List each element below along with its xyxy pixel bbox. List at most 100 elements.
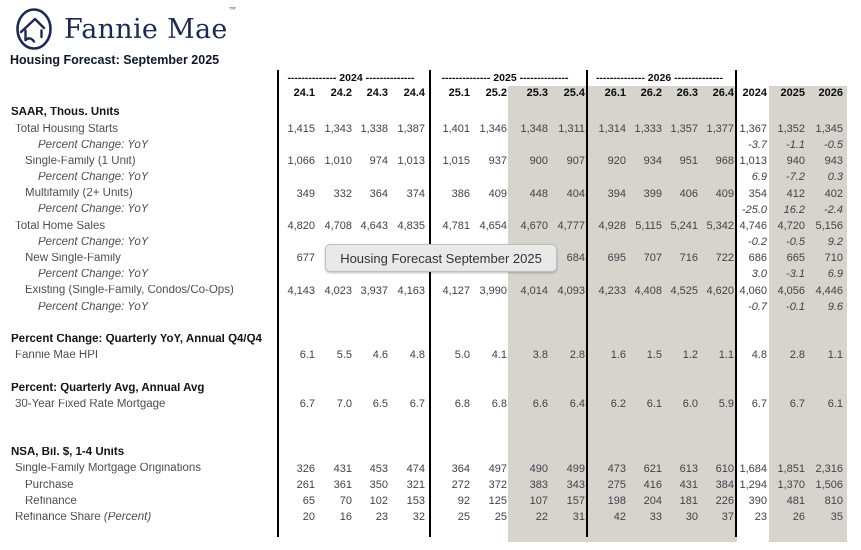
cell: 321 — [406, 478, 425, 491]
row-label: Total Housing Starts — [15, 123, 118, 135]
cell: 332 — [333, 187, 352, 200]
cell: 1,346 — [479, 122, 507, 135]
column-header: 2026 — [818, 87, 843, 99]
cell: 4.1 — [491, 349, 507, 362]
cell: 1,348 — [520, 122, 548, 135]
forecast-shading-quarterly — [508, 86, 737, 542]
cell: 22 — [535, 511, 548, 524]
cell: 6.0 — [682, 397, 698, 410]
group-separator-line — [277, 70, 279, 537]
cell: 383 — [529, 478, 548, 491]
cell: 65 — [302, 495, 315, 508]
group-separator-line — [586, 70, 588, 537]
table-row: Total Housing Starts 1,415 1,343 1,338 1,387… — [0, 121, 861, 137]
table-row: Multifamily (2+ Units) 349 332 364 374 386 409… — [0, 186, 861, 202]
cell: 412 — [786, 187, 805, 200]
fannie-mae-logo-icon — [16, 8, 52, 50]
cell: 499 — [566, 462, 585, 475]
cell: 3,937 — [360, 284, 388, 297]
cell: 386 — [451, 187, 470, 200]
cell: 20 — [302, 511, 315, 524]
cell: 107 — [529, 495, 548, 508]
cell: 1,367 — [739, 122, 767, 135]
row-label: Refinance — [25, 495, 77, 507]
cell: 372 — [488, 478, 507, 491]
cell: 1,401 — [442, 122, 470, 135]
column-header: 24.2 — [330, 87, 352, 99]
cell: 490 — [529, 462, 548, 475]
column-header: 26.4 — [712, 87, 734, 99]
cell: 5,342 — [706, 219, 734, 232]
tooltip: Housing Forecast September 2025 — [325, 244, 557, 272]
cell: 343 — [566, 478, 585, 491]
cell: 900 — [529, 155, 548, 168]
cell: 33 — [649, 511, 662, 524]
cell: 695 — [607, 252, 626, 265]
cell: 4.8 — [751, 349, 767, 362]
cell: 4,056 — [777, 284, 805, 297]
cell: 390 — [748, 495, 767, 508]
cell: 272 — [451, 478, 470, 491]
cell: 30 — [685, 511, 698, 524]
cell: 6.5 — [372, 397, 388, 410]
cell: 25 — [494, 511, 507, 524]
cell: 399 — [643, 187, 662, 200]
row-label: Percent Change: Quarterly YoY, Annual Q4… — [11, 333, 262, 345]
group-separator-line — [735, 70, 737, 537]
cell: 907 — [566, 155, 585, 168]
row-label: New Single-Family — [25, 253, 121, 265]
cell: 42 — [613, 511, 626, 524]
cell: -0.5 — [786, 236, 805, 249]
cell: 431 — [679, 478, 698, 491]
cell: 3.0 — [751, 268, 767, 281]
cell: 374 — [406, 187, 425, 200]
cell: 686 — [748, 252, 767, 265]
forecast-shading-annual — [769, 86, 847, 542]
cell: 621 — [643, 462, 662, 475]
cell: 1,684 — [739, 462, 767, 475]
table-row: Refinance Share (Percent) 20 16 23 32 25 25 22 3… — [0, 510, 861, 526]
cell: 1,377 — [706, 122, 734, 135]
cell: 1,415 — [287, 122, 315, 135]
cell: 474 — [406, 462, 425, 475]
cell: -7.2 — [786, 171, 805, 184]
cell: 968 — [715, 155, 734, 168]
row-label: 30-Year Fixed Rate Mortgage — [15, 398, 166, 410]
cell: 4.6 — [372, 349, 388, 362]
cell: 1,311 — [558, 122, 585, 135]
cell: 204 — [643, 495, 662, 508]
cell: 4,163 — [397, 284, 425, 297]
cell: 1,345 — [815, 122, 843, 135]
cell: 394 — [607, 187, 626, 200]
row-label: Percent Change: YoY — [38, 269, 149, 281]
cell: 5,115 — [635, 219, 662, 232]
cell: 4,446 — [815, 284, 843, 297]
cell: 4,777 — [557, 219, 585, 232]
table-row: Percent Change: Quarterly YoY, Annual Q4… — [0, 332, 861, 348]
table-row: Percent Change: YoY -3.7 -1.1 -0.5 — [0, 137, 861, 153]
cell: 4,023 — [324, 284, 352, 297]
year-group-header: -------------- 2024 -------------- — [287, 71, 415, 84]
cell: 25 — [457, 511, 470, 524]
row-label: Refinance Share (Percent) — [15, 512, 152, 524]
cell: 6.1 — [299, 349, 315, 362]
cell: 6.7 — [299, 397, 315, 410]
cell: 409 — [715, 187, 734, 200]
cell: 810 — [824, 495, 843, 508]
cell: 5,156 — [815, 219, 843, 232]
cell: 4,643 — [360, 219, 388, 232]
row-label: Percent Change: YoY — [38, 204, 149, 216]
brand-wordmark: Fannie Mae™ — [64, 5, 238, 45]
cell: 710 — [824, 252, 843, 265]
cell: 32 — [412, 511, 425, 524]
cell: 354 — [748, 187, 767, 200]
cell: 404 — [566, 187, 585, 200]
cell: 1.1 — [827, 349, 843, 362]
row-label: Percent: Quarterly Avg, Annual Avg — [11, 382, 205, 394]
cell: 6.7 — [409, 397, 425, 410]
cell: 934 — [643, 155, 662, 168]
cell: 951 — [679, 155, 698, 168]
table-row: Percent: Quarterly Avg, Annual Avg — [0, 380, 861, 396]
cell: 0.3 — [827, 171, 843, 184]
cell: 2.8 — [569, 349, 585, 362]
